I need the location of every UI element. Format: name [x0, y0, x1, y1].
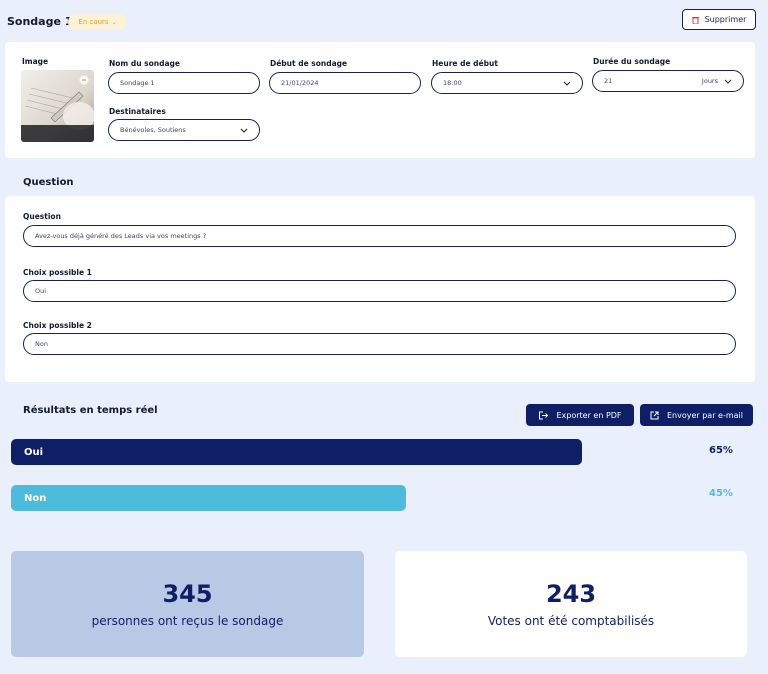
recipients-value: Bénévoles, Soutiens: [120, 126, 186, 134]
chevron-down-icon: [724, 79, 732, 84]
status-label: En cours: [78, 18, 109, 26]
delete-button[interactable]: Supprimer: [682, 9, 756, 30]
survey-name-input[interactable]: Sondage 1: [108, 72, 260, 94]
choice1-value: Oui: [35, 287, 47, 295]
send-email-label: Envoyer par e-mail: [666, 410, 743, 420]
duration-input[interactable]: 21 Jours: [592, 70, 744, 92]
results-section-title: Résultats en temps réel: [23, 405, 158, 416]
start-time-label: Heure de début: [432, 59, 498, 68]
result-percent-oui: 65%: [709, 445, 733, 456]
export-icon: [539, 411, 549, 419]
recipients-select[interactable]: Bénévoles, Soutiens: [108, 119, 260, 141]
delete-label: Supprimer: [704, 15, 747, 24]
question-value: Avez-vous déjà généré des Leads via vos …: [35, 232, 207, 240]
export-pdf-button[interactable]: Exporter en PDF: [526, 404, 634, 426]
survey-name-label: Nom du sondage: [109, 59, 181, 68]
question-label: Question: [23, 212, 61, 221]
pen-writing-image: [21, 75, 94, 142]
result-bar-oui: Oui: [11, 439, 582, 465]
survey-name-value: Sondage 1: [120, 79, 155, 87]
external-link-icon: [650, 411, 659, 419]
chevron-down-icon: [563, 81, 571, 86]
votes-stat-card: 243 Votes ont été comptabilisés: [395, 551, 747, 657]
chevron-down-icon: ⌄: [111, 18, 117, 26]
recipients-label: Destinataires: [109, 107, 166, 116]
choice2-input[interactable]: Non: [23, 333, 736, 355]
duration-value: 21: [604, 77, 613, 85]
duration-label: Durée du sondage: [593, 57, 671, 66]
chevron-down-icon: [240, 128, 248, 133]
export-pdf-label: Exporter en PDF: [556, 410, 622, 420]
received-stat-card: 345 personnes ont reçus le sondage: [11, 551, 364, 657]
result-label-non: Non: [24, 492, 47, 504]
send-email-button[interactable]: Envoyer par e-mail: [640, 404, 753, 426]
start-date-input[interactable]: 21/01/2024: [269, 72, 421, 94]
start-date-value: 21/01/2024: [281, 79, 319, 87]
received-count: 345: [162, 580, 213, 608]
result-percent-non: 45%: [709, 488, 733, 499]
start-date-label: Début de sondage: [270, 59, 348, 68]
result-label-oui: Oui: [24, 446, 44, 458]
image-label: Image: [22, 57, 49, 66]
start-time-value: 18:00: [443, 79, 462, 87]
question-input[interactable]: Avez-vous déjà généré des Leads via vos …: [23, 225, 736, 247]
votes-caption: Votes ont été comptabilisés: [487, 614, 655, 628]
page-title: Sondage 1: [7, 15, 73, 28]
received-caption: personnes ont reçus le sondage: [91, 614, 284, 628]
duration-unit[interactable]: Jours: [701, 77, 718, 85]
choice1-input[interactable]: Oui: [23, 280, 736, 302]
result-bar-non: Non: [11, 485, 406, 511]
survey-image[interactable]: [21, 70, 94, 142]
question-section-title: Question: [23, 177, 74, 188]
start-time-select[interactable]: 18:00: [431, 72, 583, 94]
status-badge[interactable]: En cours ⌄: [68, 14, 127, 30]
trash-icon: [691, 16, 699, 24]
votes-count: 243: [545, 580, 597, 608]
choice1-label: Choix possible 1: [23, 268, 92, 277]
choice2-label: Choix possible 2: [23, 321, 92, 330]
choice2-value: Non: [35, 340, 48, 348]
